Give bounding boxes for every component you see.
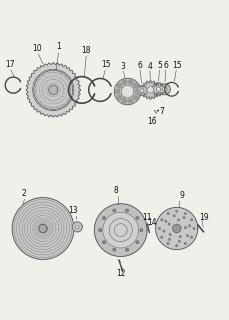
Polygon shape: [172, 224, 180, 233]
Ellipse shape: [135, 89, 139, 94]
Ellipse shape: [184, 227, 186, 229]
Polygon shape: [151, 83, 165, 96]
Text: 15: 15: [171, 61, 181, 70]
Ellipse shape: [166, 212, 169, 215]
Polygon shape: [109, 219, 132, 242]
Ellipse shape: [125, 209, 128, 212]
Polygon shape: [114, 78, 140, 105]
Polygon shape: [34, 70, 72, 109]
Text: 16: 16: [147, 117, 156, 126]
Text: 18: 18: [81, 45, 91, 55]
Ellipse shape: [177, 219, 179, 221]
Polygon shape: [114, 224, 127, 236]
Ellipse shape: [125, 248, 128, 251]
Text: 19: 19: [199, 213, 208, 222]
Ellipse shape: [177, 240, 180, 243]
Ellipse shape: [160, 236, 162, 238]
Text: 14: 14: [146, 218, 156, 227]
Text: 15: 15: [101, 60, 110, 69]
Text: 3: 3: [120, 61, 125, 70]
Text: 6: 6: [163, 61, 167, 70]
Ellipse shape: [167, 223, 169, 225]
Text: 17: 17: [5, 60, 15, 69]
Text: 13: 13: [68, 206, 78, 215]
Ellipse shape: [139, 228, 142, 232]
Ellipse shape: [178, 236, 181, 238]
Text: 2: 2: [21, 189, 26, 198]
Text: 6: 6: [137, 61, 142, 70]
Ellipse shape: [192, 227, 194, 230]
Polygon shape: [147, 87, 153, 93]
Polygon shape: [121, 85, 133, 98]
Text: 8: 8: [113, 186, 118, 195]
Ellipse shape: [175, 210, 177, 212]
Polygon shape: [102, 212, 138, 248]
Polygon shape: [33, 218, 53, 239]
Polygon shape: [136, 85, 146, 96]
Polygon shape: [26, 63, 80, 117]
Ellipse shape: [122, 99, 126, 103]
Ellipse shape: [112, 209, 115, 212]
Polygon shape: [33, 69, 74, 110]
Polygon shape: [139, 89, 143, 92]
Text: 4: 4: [147, 61, 152, 70]
Polygon shape: [12, 197, 74, 260]
Ellipse shape: [183, 212, 186, 215]
Ellipse shape: [102, 241, 105, 244]
Ellipse shape: [188, 225, 190, 227]
Ellipse shape: [186, 235, 188, 237]
Ellipse shape: [128, 80, 132, 84]
Text: 11: 11: [142, 213, 151, 222]
Text: 7: 7: [159, 107, 164, 116]
Ellipse shape: [190, 236, 192, 238]
Ellipse shape: [112, 248, 115, 251]
Text: 1: 1: [56, 42, 61, 52]
Polygon shape: [75, 225, 79, 229]
Ellipse shape: [133, 84, 137, 88]
Polygon shape: [140, 80, 159, 100]
Ellipse shape: [135, 216, 138, 220]
Ellipse shape: [166, 242, 169, 244]
Ellipse shape: [160, 219, 162, 221]
Ellipse shape: [133, 95, 137, 100]
Ellipse shape: [168, 233, 171, 236]
Ellipse shape: [117, 84, 121, 88]
Ellipse shape: [183, 242, 186, 244]
Ellipse shape: [102, 216, 105, 220]
Ellipse shape: [190, 219, 192, 221]
Ellipse shape: [122, 80, 126, 84]
Ellipse shape: [172, 214, 174, 217]
Ellipse shape: [98, 228, 101, 232]
Ellipse shape: [117, 95, 121, 100]
Polygon shape: [49, 85, 58, 94]
Ellipse shape: [158, 227, 160, 230]
Text: 9: 9: [179, 190, 183, 200]
Text: 10: 10: [32, 44, 42, 53]
Ellipse shape: [168, 238, 170, 241]
Polygon shape: [39, 224, 47, 233]
Polygon shape: [159, 84, 170, 95]
Ellipse shape: [162, 230, 164, 232]
Polygon shape: [155, 87, 160, 92]
Polygon shape: [72, 222, 82, 232]
Ellipse shape: [164, 220, 166, 222]
Text: 12: 12: [116, 268, 125, 278]
Ellipse shape: [175, 244, 177, 247]
Text: 5: 5: [156, 61, 161, 70]
Polygon shape: [94, 204, 146, 256]
Ellipse shape: [182, 216, 184, 219]
Ellipse shape: [128, 99, 132, 103]
Polygon shape: [162, 87, 166, 92]
Ellipse shape: [135, 241, 138, 244]
Polygon shape: [155, 207, 197, 250]
Ellipse shape: [115, 89, 119, 94]
